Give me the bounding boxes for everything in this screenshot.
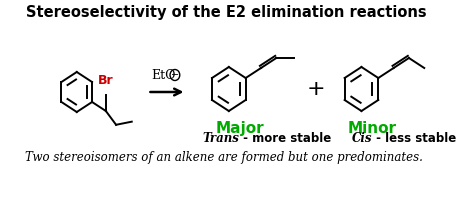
Text: - more stable: - more stable <box>239 132 332 145</box>
Text: Minor: Minor <box>347 121 397 136</box>
Text: Stereoselectivity of the E2 elimination reactions: Stereoselectivity of the E2 elimination … <box>26 5 427 20</box>
Text: Major: Major <box>215 121 264 136</box>
Text: Two stereoisomers of an alkene are formed but one predominates.: Two stereoisomers of an alkene are forme… <box>26 151 423 164</box>
Text: −: − <box>171 70 179 80</box>
Text: - less stable: - less stable <box>372 132 456 145</box>
Text: Trans: Trans <box>202 132 239 145</box>
Text: EtO: EtO <box>151 69 176 82</box>
Text: Cis: Cis <box>352 132 372 145</box>
Text: +: + <box>306 79 325 99</box>
Text: Br: Br <box>98 74 114 87</box>
